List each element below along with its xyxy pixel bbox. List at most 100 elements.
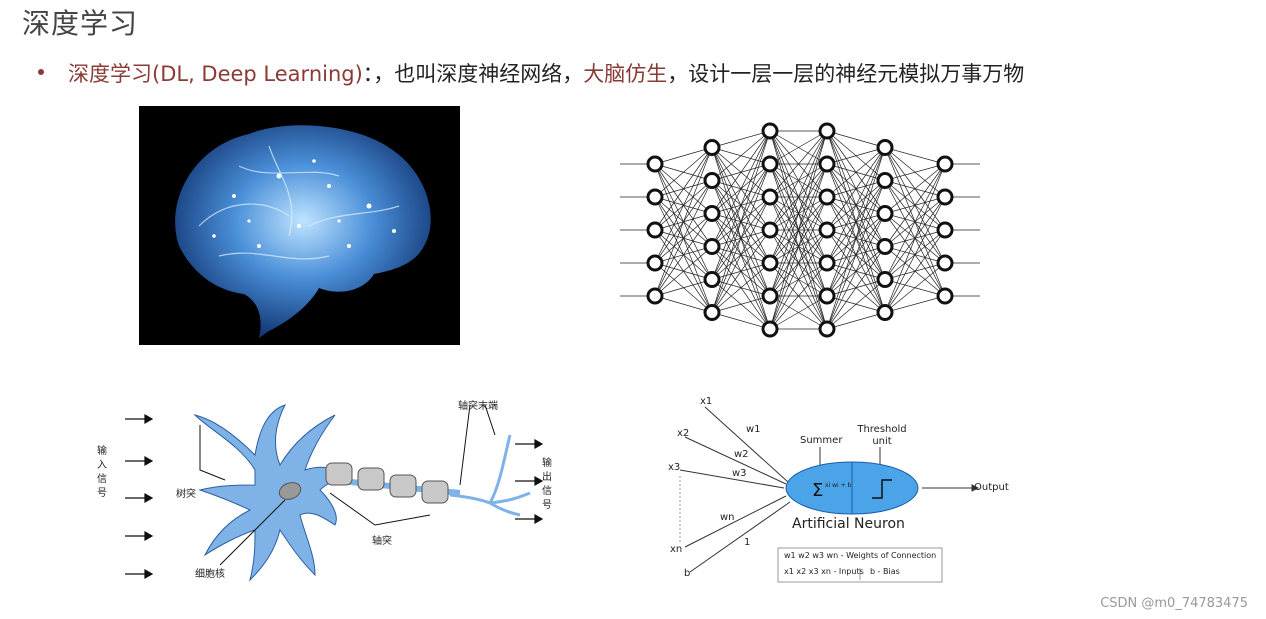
nn-node	[936, 221, 954, 239]
nn-connection	[826, 147, 886, 330]
nn-connection	[711, 229, 771, 313]
nn-connection	[769, 130, 828, 165]
threshold-label: Threshold unit	[857, 424, 907, 447]
nn-node	[761, 155, 779, 173]
nn-connection	[884, 163, 946, 313]
nn-node	[876, 172, 894, 189]
nn-connection	[769, 229, 828, 330]
nn-node	[646, 155, 664, 173]
nn-node	[818, 287, 836, 305]
input-signal-label: 输入信号	[97, 446, 107, 499]
input-x3: x3	[668, 462, 681, 473]
nn-node	[703, 238, 721, 255]
nn-connection	[711, 196, 771, 313]
nn-connection	[769, 295, 828, 330]
nn-node	[876, 271, 894, 288]
nn-connection	[654, 295, 713, 313]
nn-connection	[884, 295, 946, 313]
nn-connection	[654, 180, 713, 297]
nn-connection	[826, 147, 886, 198]
svg-text:Σ: Σ	[812, 480, 823, 501]
nn-node	[761, 320, 779, 338]
weight-wn: wn	[720, 512, 735, 523]
nn-connection	[884, 196, 946, 313]
nn-connection	[654, 147, 713, 297]
nn-connection	[826, 213, 886, 330]
nn-connection	[711, 130, 771, 247]
nn-node	[703, 304, 721, 321]
input-bias: b	[684, 568, 691, 579]
term-deep-learning: 深度学习(DL, Deep Learning)	[68, 62, 363, 86]
nn-connection	[769, 130, 828, 264]
nn-node	[876, 205, 894, 222]
nn-connection	[711, 130, 771, 313]
nn-node	[936, 254, 954, 272]
nn-node	[646, 254, 664, 272]
nn-connection	[654, 279, 713, 297]
bullet-sep: ：，	[362, 62, 395, 86]
nn-connection	[769, 262, 828, 330]
nn-connection	[884, 229, 946, 313]
bullet-point: 深度学习(DL, Deep Learning)：，也叫深度神经网络，大脑仿生，设…	[38, 58, 1024, 88]
nn-node	[818, 155, 836, 173]
nn-node	[761, 221, 779, 239]
nn-node	[936, 287, 954, 305]
nn-connection	[884, 163, 946, 214]
nn-connection	[826, 147, 886, 231]
bullet-middle: 也叫深度神经网络，	[394, 62, 584, 86]
nn-connection	[826, 312, 886, 330]
nn-connection	[826, 279, 886, 330]
weight-w1: w1	[746, 424, 761, 435]
nn-connection	[826, 147, 886, 264]
nn-connection	[711, 312, 771, 330]
nn-node	[761, 287, 779, 305]
nn-connection	[711, 295, 771, 313]
output-label: Output	[974, 482, 1009, 493]
neural-network-diagram	[620, 122, 980, 338]
nn-connection	[711, 130, 771, 280]
nn-connection	[711, 130, 771, 214]
nn-node	[761, 254, 779, 272]
nn-connection	[654, 147, 713, 165]
biological-neuron-figure: 输入信号 输出信号 树突 细胞核 轴突 轴突末端	[90, 385, 580, 600]
nn-connection	[711, 163, 771, 313]
bullet-rest: ，设计一层一层的神经元模拟万事万物	[667, 62, 1025, 86]
nn-node	[818, 188, 836, 206]
nn-connection	[711, 262, 771, 313]
nn-connection	[769, 130, 828, 231]
legend-weights: w1 w2 w3 wn - Weights of Connection	[784, 551, 937, 560]
nn-node	[936, 188, 954, 206]
nn-connection	[654, 213, 713, 297]
nn-node	[761, 188, 779, 206]
input-x1: x1	[700, 396, 713, 407]
nn-node	[936, 155, 954, 173]
slide-title: 深度学习	[22, 7, 139, 40]
nn-connection	[769, 196, 828, 330]
nn-node	[646, 287, 664, 305]
nn-node	[761, 122, 779, 140]
nn-connection	[654, 147, 713, 264]
bullet-dot-icon	[38, 69, 44, 75]
nn-node	[703, 271, 721, 288]
nn-node	[876, 139, 894, 156]
input-xn: xn	[670, 544, 683, 555]
nn-connection	[769, 130, 828, 330]
weight-bias: 1	[744, 537, 751, 548]
nn-node	[876, 304, 894, 321]
weight-w3: w3	[732, 468, 747, 479]
nn-connection	[654, 147, 713, 231]
nn-node	[818, 122, 836, 140]
nn-connection	[826, 147, 886, 165]
summer-label: Summer	[800, 435, 843, 446]
input-x2: x2	[677, 428, 690, 439]
nn-node	[703, 139, 721, 156]
axon-label: 轴突	[372, 536, 392, 547]
nn-connection	[884, 163, 946, 181]
nn-connection	[826, 147, 886, 297]
nn-connection	[769, 130, 828, 198]
nn-node	[876, 238, 894, 255]
nucleus-label: 细胞核	[195, 569, 225, 580]
nn-node	[646, 221, 664, 239]
csdn-watermark: CSDN @m0_74783475	[1100, 596, 1248, 611]
highlight-brain-bionic: 大脑仿生	[583, 62, 668, 86]
